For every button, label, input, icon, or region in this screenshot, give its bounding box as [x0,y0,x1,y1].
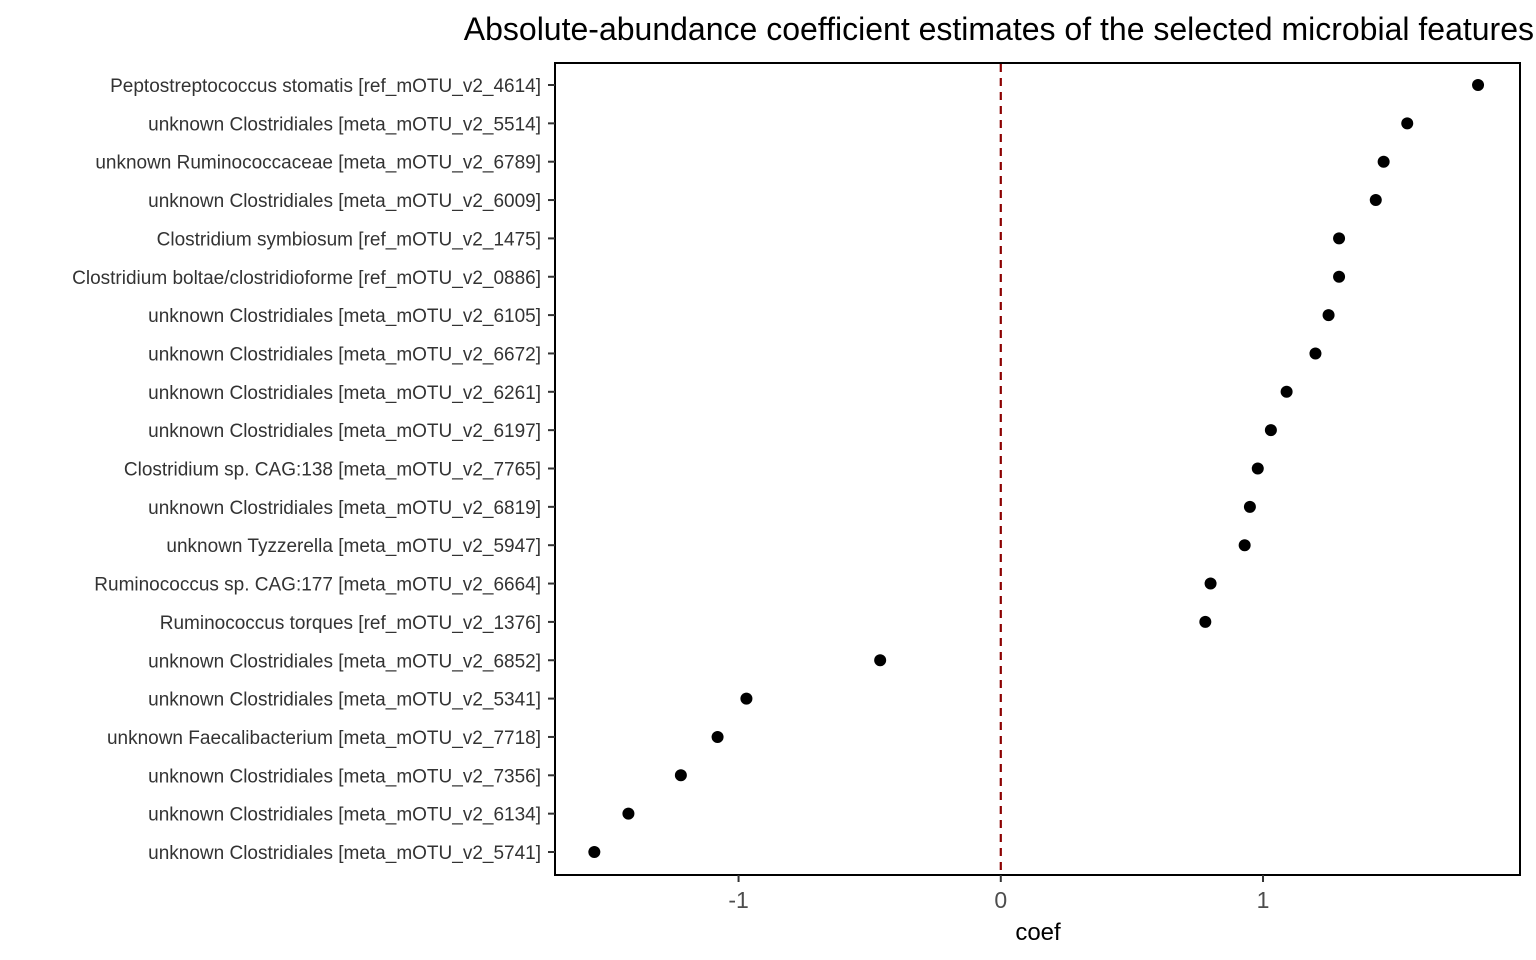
y-category-label: unknown Tyzzerella [meta_mOTU_v2_5947] [166,536,541,557]
data-point [1333,270,1346,283]
data-point [1204,577,1217,590]
y-category-label: unknown Clostridiales [meta_mOTU_v2_5341… [148,690,541,711]
data-point [1369,194,1382,207]
data-point [1309,347,1322,360]
y-category-label: unknown Ruminococcaceae [meta_mOTU_v2_67… [95,153,541,174]
data-point [711,730,724,743]
y-category-label: unknown Clostridiales [meta_mOTU_v2_5741… [148,843,541,864]
y-category-label: Ruminococcus torques [ref_mOTU_v2_1376] [160,613,541,634]
y-category-label: Clostridium symbiosum [ref_mOTU_v2_1475] [157,229,541,250]
data-point [674,769,687,782]
y-category-label: Ruminococcus sp. CAG:177 [meta_mOTU_v2_6… [94,575,541,596]
y-category-label: unknown Clostridiales [meta_mOTU_v2_6134… [148,805,541,826]
data-point [740,692,753,705]
plot-area: Peptostreptococcus stomatis [ref_mOTU_v2… [72,62,1521,913]
data-point [1251,462,1264,475]
data-point [1401,117,1414,130]
data-point [1333,232,1346,245]
data-point [1472,79,1485,91]
data-point [1264,424,1277,437]
data-point [1238,539,1251,552]
y-category-label: unknown Clostridiales [meta_mOTU_v2_6819… [148,498,541,519]
data-point [622,807,635,820]
y-category-label: Clostridium sp. CAG:138 [meta_mOTU_v2_77… [124,460,541,481]
x-tick-label: 1 [1257,887,1270,913]
data-point [1199,615,1212,628]
x-axis-title: coef [1015,919,1061,946]
x-tick-label: 0 [994,887,1007,913]
x-tick-label: -1 [728,887,748,913]
y-category-label: unknown Clostridiales [meta_mOTU_v2_7356… [148,766,541,787]
y-category-label: unknown Clostridiales [meta_mOTU_v2_6105… [148,306,541,327]
y-category-label: Clostridium boltae/clostridioforme [ref_… [72,268,541,289]
y-category-label: unknown Clostridiales [meta_mOTU_v2_5514… [148,114,541,135]
y-category-label: unknown Clostridiales [meta_mOTU_v2_6197… [148,421,541,442]
data-point [1280,385,1293,398]
y-category-label: unknown Clostridiales [meta_mOTU_v2_6852… [148,651,541,672]
data-point [1322,309,1335,322]
data-point [874,654,887,667]
y-category-label: Peptostreptococcus stomatis [ref_mOTU_v2… [110,76,541,97]
chart-title: Absolute-abundance coefficient estimates… [464,11,1534,47]
y-category-label: unknown Clostridiales [meta_mOTU_v2_6261… [148,383,541,404]
y-category-label: unknown Clostridiales [meta_mOTU_v2_6009… [148,191,541,212]
y-category-label: unknown Faecalibacterium [meta_mOTU_v2_7… [107,728,541,749]
data-point [1243,500,1256,513]
y-category-label: unknown Clostridiales [meta_mOTU_v2_6672… [148,344,541,365]
data-point [1377,155,1390,168]
data-point [588,846,601,858]
